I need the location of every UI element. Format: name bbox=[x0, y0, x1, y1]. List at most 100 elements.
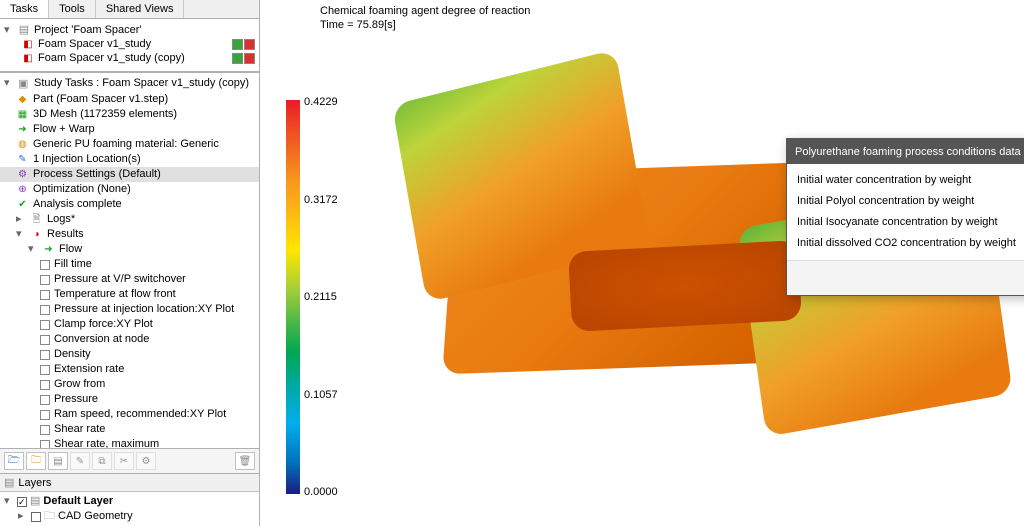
toolbar-btn-2[interactable]: 🗀 bbox=[26, 452, 46, 470]
study-item[interactable]: ◧ Foam Spacer v1_study (copy) bbox=[4, 51, 255, 65]
toolbar-btn-8[interactable]: 🗑 bbox=[235, 452, 255, 470]
result-item[interactable]: Grow from bbox=[0, 377, 259, 392]
process-icon: ⚙ bbox=[16, 168, 29, 181]
legend-tick: 0.1057 bbox=[304, 389, 338, 401]
result-checkbox[interactable] bbox=[40, 290, 50, 300]
toolbar-btn-1[interactable]: 🗁 bbox=[4, 452, 24, 470]
task-part[interactable]: ◆Part (Foam Spacer v1.step) bbox=[0, 92, 259, 107]
result-item[interactable]: Clamp force:XY Plot bbox=[0, 317, 259, 332]
dialog-field: Initial water concentration by weight% [… bbox=[797, 172, 1024, 188]
result-item[interactable]: Temperature at flow front bbox=[0, 287, 259, 302]
collapse-icon[interactable]: ▾ bbox=[28, 242, 38, 257]
toolbar-btn-3[interactable]: ▤ bbox=[48, 452, 68, 470]
result-item[interactable]: Shear rate, maximum bbox=[0, 437, 259, 448]
layer-checkbox[interactable] bbox=[17, 497, 27, 507]
layer-checkbox[interactable] bbox=[31, 512, 41, 522]
dialog-titlebar[interactable]: Polyurethane foaming process conditions … bbox=[787, 139, 1024, 164]
layers-title-text: Layers bbox=[18, 477, 51, 489]
task-mesh[interactable]: ▦3D Mesh (1172359 elements) bbox=[0, 107, 259, 122]
result-item[interactable]: Shear rate bbox=[0, 422, 259, 437]
dialog-field: Initial Polyol concentration by weight% … bbox=[797, 193, 1024, 209]
result-item[interactable]: Ram speed, recommended:XY Plot bbox=[0, 407, 259, 422]
vis-off-icon[interactable] bbox=[244, 53, 255, 64]
panel-tabs: Tasks Tools Shared Views bbox=[0, 0, 259, 19]
study-label: Foam Spacer v1_study bbox=[38, 38, 151, 50]
result-checkbox[interactable] bbox=[40, 365, 50, 375]
expand-icon[interactable]: ▸ bbox=[18, 509, 28, 524]
toolbar-btn-4[interactable]: ✎ bbox=[70, 452, 90, 470]
collapse-icon[interactable]: ▾ bbox=[4, 76, 14, 89]
result-checkbox[interactable] bbox=[40, 305, 50, 315]
result-label: Temperature at flow front bbox=[54, 287, 176, 302]
task-optimization[interactable]: ⊕Optimization (None) bbox=[0, 182, 259, 197]
study-item[interactable]: ◧ Foam Spacer v1_study bbox=[4, 37, 255, 51]
folder-open-icon: 🗀 bbox=[31, 453, 41, 470]
result-label: Density bbox=[54, 347, 91, 362]
result-checkbox[interactable] bbox=[40, 350, 50, 360]
result-item[interactable]: Pressure at V/P switchover bbox=[0, 272, 259, 287]
result-checkbox[interactable] bbox=[40, 410, 50, 420]
model-cavity bbox=[568, 240, 802, 332]
result-checkbox[interactable] bbox=[40, 320, 50, 330]
result-item[interactable]: Fill time bbox=[0, 257, 259, 272]
result-checkbox[interactable] bbox=[40, 260, 50, 270]
expand-icon[interactable]: ▾ bbox=[4, 494, 14, 509]
material-icon: ◍ bbox=[16, 138, 29, 151]
layer-default[interactable]: ▾ ▤ Default Layer bbox=[4, 494, 255, 509]
toolbar-btn-5[interactable]: ⧉ bbox=[92, 452, 112, 470]
dialog-body: Initial water concentration by weight% [… bbox=[787, 164, 1024, 260]
tab-tasks[interactable]: Tasks bbox=[0, 0, 49, 18]
result-item[interactable]: Pressure bbox=[0, 392, 259, 407]
layer-cad[interactable]: ▸ 🗀 CAD Geometry bbox=[4, 509, 255, 524]
result-item[interactable]: Pressure at injection location:XY Plot bbox=[0, 302, 259, 317]
results-flow-group[interactable]: ▾➜Flow bbox=[0, 242, 259, 257]
result-label: Conversion at node bbox=[54, 332, 149, 347]
layer-label: CAD Geometry bbox=[58, 509, 133, 524]
result-label: Ram speed, recommended:XY Plot bbox=[54, 407, 226, 422]
result-item[interactable]: Extension rate bbox=[0, 362, 259, 377]
layers-header[interactable]: ▤ Layers bbox=[0, 474, 259, 492]
result-checkbox[interactable] bbox=[40, 380, 50, 390]
result-checkbox[interactable] bbox=[40, 275, 50, 285]
study-tasks-icon: ▣ bbox=[18, 77, 30, 89]
vis-off-icon[interactable] bbox=[244, 39, 255, 50]
result-checkbox[interactable] bbox=[40, 425, 50, 435]
delete-icon: 🗑 bbox=[239, 456, 252, 467]
legend-labels: 0.42290.31720.21150.10570.0000 bbox=[304, 96, 338, 498]
part-icon: ◆ bbox=[16, 93, 29, 106]
toolbar-btn-7[interactable]: ⚙ bbox=[136, 452, 156, 470]
field-label: Initial Isocyanate concentration by weig… bbox=[797, 216, 1024, 228]
copy-icon: ⧉ bbox=[98, 456, 105, 467]
study-label: Foam Spacer v1_study (copy) bbox=[38, 52, 185, 64]
result-checkbox[interactable] bbox=[40, 440, 50, 449]
task-logs[interactable]: ▸🗎Logs* bbox=[0, 212, 259, 227]
study-tasks-header[interactable]: ▾ ▣ Study Tasks : Foam Spacer v1_study (… bbox=[0, 73, 259, 92]
task-material[interactable]: ◍Generic PU foaming material: Generic bbox=[0, 137, 259, 152]
legend-bar bbox=[286, 100, 300, 494]
task-inj-loc[interactable]: ✎1 Injection Location(s) bbox=[0, 152, 259, 167]
result-label: Extension rate bbox=[54, 362, 124, 377]
task-process-settings[interactable]: ⚙Process Settings (Default) bbox=[0, 167, 259, 182]
result-label: Pressure at V/P switchover bbox=[54, 272, 186, 287]
folder-icon: 🗁 bbox=[8, 453, 20, 470]
result-item[interactable]: Conversion at node bbox=[0, 332, 259, 347]
result-item[interactable]: Density bbox=[0, 347, 259, 362]
task-flow-warp[interactable]: ➜Flow + Warp bbox=[0, 122, 259, 137]
collapse-icon[interactable]: ▾ bbox=[16, 227, 26, 242]
viewport[interactable]: Chemical foaming agent degree of reactio… bbox=[260, 0, 1024, 526]
dialog-buttons: OK Cancel Help bbox=[787, 260, 1024, 295]
result-label: Fill time bbox=[54, 257, 92, 272]
toolbar-btn-6[interactable]: ✂ bbox=[114, 452, 134, 470]
vis-on-icon[interactable] bbox=[232, 39, 243, 50]
tab-tools[interactable]: Tools bbox=[49, 0, 96, 18]
expand-icon[interactable]: ▸ bbox=[16, 212, 26, 227]
vis-on-icon[interactable] bbox=[232, 53, 243, 64]
result-checkbox[interactable] bbox=[40, 335, 50, 345]
study-tasks-panel: ▾ ▣ Study Tasks : Foam Spacer v1_study (… bbox=[0, 72, 259, 448]
collapse-icon[interactable]: ▾ bbox=[4, 23, 14, 36]
project-root[interactable]: ▾ ▤ Project 'Foam Spacer' bbox=[4, 22, 255, 37]
tab-shared-views[interactable]: Shared Views bbox=[96, 0, 185, 18]
task-status[interactable]: ✔Analysis complete bbox=[0, 197, 259, 212]
task-results[interactable]: ▾◑Results bbox=[0, 227, 259, 242]
result-checkbox[interactable] bbox=[40, 395, 50, 405]
